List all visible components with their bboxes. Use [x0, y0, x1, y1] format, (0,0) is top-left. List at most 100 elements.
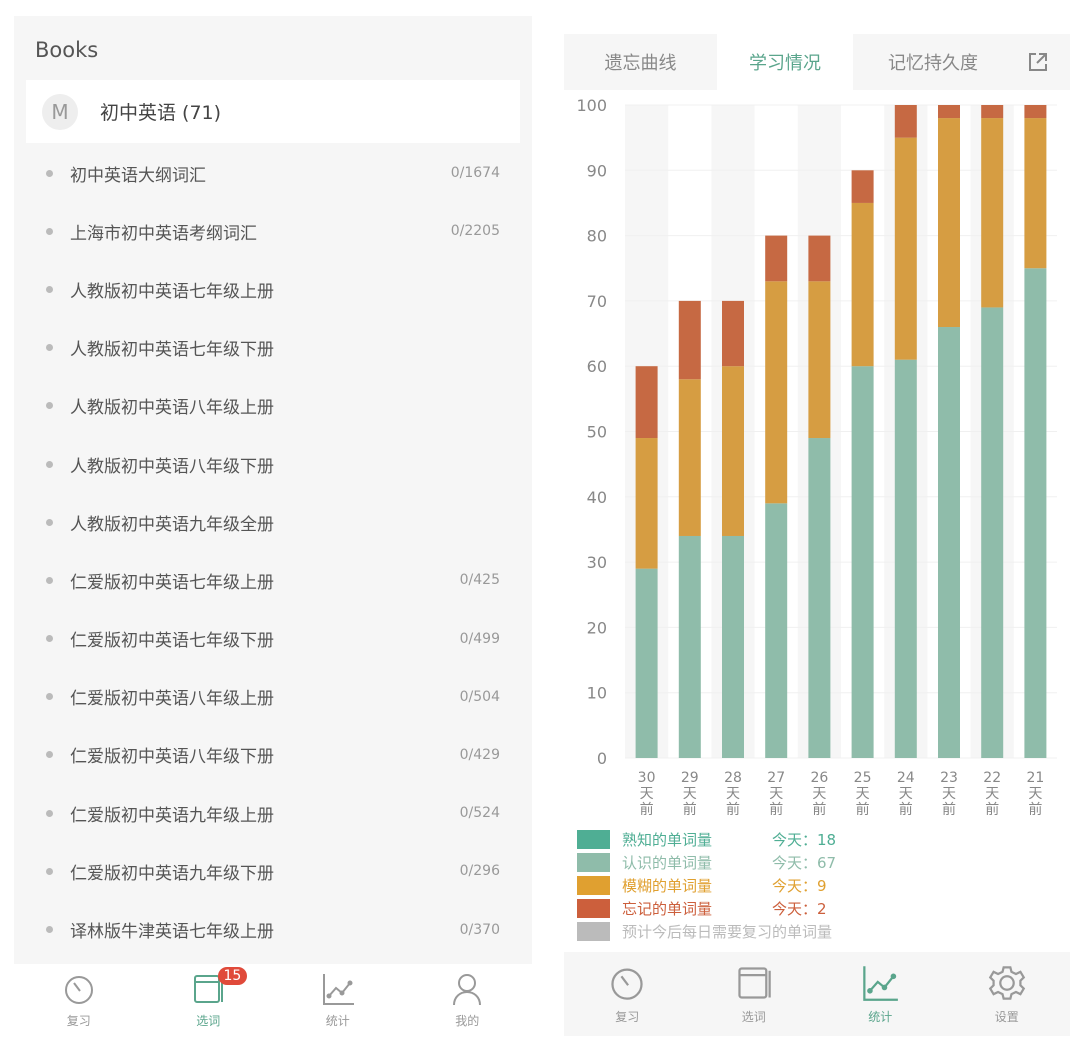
book-group-header[interactable]: M 初中英语 (71)	[26, 80, 520, 143]
legend-label: 忘记的单词量	[622, 900, 713, 918]
book-list-item[interactable]: 仁爱版初中英语九年级上册 0/524	[14, 784, 532, 842]
book-list-item[interactable]: 人教版初中英语七年级下册	[14, 319, 532, 377]
book-list-item[interactable]: 上海市初中英语考纲词汇 0/2205	[14, 202, 532, 260]
x-tick-label: 前	[812, 801, 826, 818]
bar-segment-2	[894, 105, 917, 138]
x-tick-label: 21	[1026, 770, 1044, 786]
y-tick-label: 0	[597, 749, 607, 768]
tab-label: 选词	[196, 1013, 221, 1028]
book-name: 人教版初中英语八年级上册	[70, 398, 274, 419]
right-tab-bar: 复习 选词 统计 设置	[564, 952, 1070, 1036]
share-icon[interactable]	[1013, 34, 1063, 90]
legend-label: 认识的单词量	[622, 854, 713, 872]
legend-item: 模糊的单词量 今天：9	[577, 874, 836, 897]
book-list-item[interactable]: 译林版牛津英语七年级上册 0/370	[14, 900, 532, 958]
book-name: 人教版初中英语八年级下册	[70, 456, 274, 477]
book-list-item[interactable]: 人教版初中英语八年级上册	[14, 377, 532, 435]
bar-segment-1	[635, 438, 658, 569]
bar-segment-0	[851, 366, 874, 758]
notification-badge: 15	[217, 967, 248, 985]
bullet-icon	[46, 518, 53, 526]
books-panel: Books M 初中英语 (71) 初中英语大纲词汇 0/1674 上海市初中英语考…	[14, 16, 532, 964]
y-tick-label: 70	[587, 292, 607, 311]
x-tick-label: 前	[942, 801, 956, 818]
legend-today-value: 今天：67	[772, 854, 837, 872]
legend-item: 熟知的单词量 今天：18	[577, 828, 836, 851]
book-progress: 0/425	[459, 572, 500, 589]
bullet-icon	[46, 344, 53, 352]
tab-study-status[interactable]: 学习情况	[717, 34, 853, 90]
bar-segment-1	[1024, 118, 1047, 269]
bar-segment-0	[808, 438, 831, 758]
book-list-item[interactable]: 仁爱版初中英语八年级上册 0/504	[14, 668, 532, 726]
book-list-item[interactable]: 人教版初中英语八年级下册	[14, 435, 532, 493]
bar-segment-2	[808, 235, 831, 282]
book-progress: 0/429	[459, 746, 500, 763]
chart-legend: 熟知的单词量 今天：18 认识的单词量 今天：67 模糊的单词量 今天：9 忘记的单词量 今天…	[577, 828, 836, 943]
legend-label: 模糊的单词量	[622, 877, 713, 895]
bullet-icon	[46, 285, 53, 293]
timer-icon	[62, 972, 96, 1012]
bar-segment-0	[678, 535, 701, 758]
bullet-icon	[46, 635, 53, 643]
legend-label: 预计今后每日需要复习的单词量	[622, 923, 833, 941]
left-tab-bar: 复习 选词 15 统计 我的	[14, 964, 532, 1036]
tab-chart[interactable]: 统计	[817, 952, 944, 1036]
bar-segment-1	[938, 118, 960, 328]
x-tick-label: 天	[769, 786, 783, 802]
book-list-item[interactable]: 人教版初中英语七年级上册	[14, 260, 532, 318]
x-tick-label: 22	[983, 770, 1001, 786]
x-tick-label: 天	[726, 786, 740, 802]
bullet-icon	[46, 460, 53, 468]
book-list-item[interactable]: 仁爱版初中英语七年级下册 0/499	[14, 610, 532, 668]
legend-item: 预计今后每日需要复习的单词量	[577, 920, 836, 943]
book-name: 人教版初中英语七年级上册	[70, 281, 274, 302]
tab-book[interactable]: 选词 15	[144, 964, 274, 1036]
gear-icon	[988, 964, 1026, 1008]
x-tick-label: 前	[726, 801, 740, 818]
bar-segment-0	[722, 535, 744, 758]
tab-timer[interactable]: 复习	[14, 964, 144, 1036]
bar-segment-1	[722, 366, 744, 536]
book-list-item[interactable]: 仁爱版初中英语七年级上册 0/425	[14, 551, 532, 609]
timer-icon	[608, 964, 646, 1008]
tab-person[interactable]: 我的	[403, 964, 533, 1036]
book-name: 上海市初中英语考纲词汇	[70, 223, 257, 244]
x-tick-label: 29	[681, 770, 699, 786]
tab-chart[interactable]: 统计	[273, 964, 403, 1036]
book-list-item[interactable]: 人教版初中英语九年级全册	[14, 493, 532, 551]
tab-timer[interactable]: 复习	[564, 952, 691, 1036]
y-tick-label: 60	[587, 357, 607, 376]
x-tick-label: 23	[940, 770, 958, 786]
x-tick-label: 前	[899, 801, 913, 818]
person-icon	[450, 972, 484, 1012]
bullet-icon	[46, 576, 53, 584]
x-tick-label: 25	[854, 770, 872, 786]
book-name: 仁爱版初中英语七年级上册	[70, 572, 274, 593]
bullet-icon	[46, 227, 53, 235]
bar-segment-2	[981, 105, 1004, 119]
tab-forgetting-curve[interactable]: 遗忘曲线	[604, 53, 677, 74]
x-tick-label: 天	[899, 786, 913, 802]
y-tick-label: 90	[587, 161, 607, 180]
tab-gear[interactable]: 设置	[944, 952, 1071, 1036]
bullet-icon	[46, 751, 53, 759]
book-list-item[interactable]: 仁爱版初中英语八年级下册 0/429	[14, 726, 532, 784]
bullet-icon	[46, 402, 53, 410]
book-name: 人教版初中英语七年级下册	[70, 340, 274, 361]
book-name: 人教版初中英语九年级全册	[70, 514, 274, 535]
book-list-item[interactable]: 初中英语大纲词汇 0/1674	[14, 144, 532, 202]
legend-swatch	[577, 830, 610, 849]
tab-label: 复习	[615, 1009, 640, 1024]
y-tick-label: 30	[587, 553, 607, 572]
tab-memory-duration[interactable]: 记忆持久度	[888, 53, 978, 74]
book-list-item[interactable]: 仁爱版初中英语九年级下册 0/296	[14, 842, 532, 900]
x-tick-label: 前	[1028, 801, 1042, 818]
bar-segment-0	[938, 327, 960, 758]
y-tick-label: 80	[587, 227, 607, 246]
tab-book[interactable]: 选词	[691, 952, 818, 1036]
tab-label: 复习	[66, 1013, 91, 1028]
legend-swatch	[577, 899, 610, 918]
bar-segment-2	[1024, 105, 1047, 119]
bar-segment-1	[894, 137, 917, 360]
